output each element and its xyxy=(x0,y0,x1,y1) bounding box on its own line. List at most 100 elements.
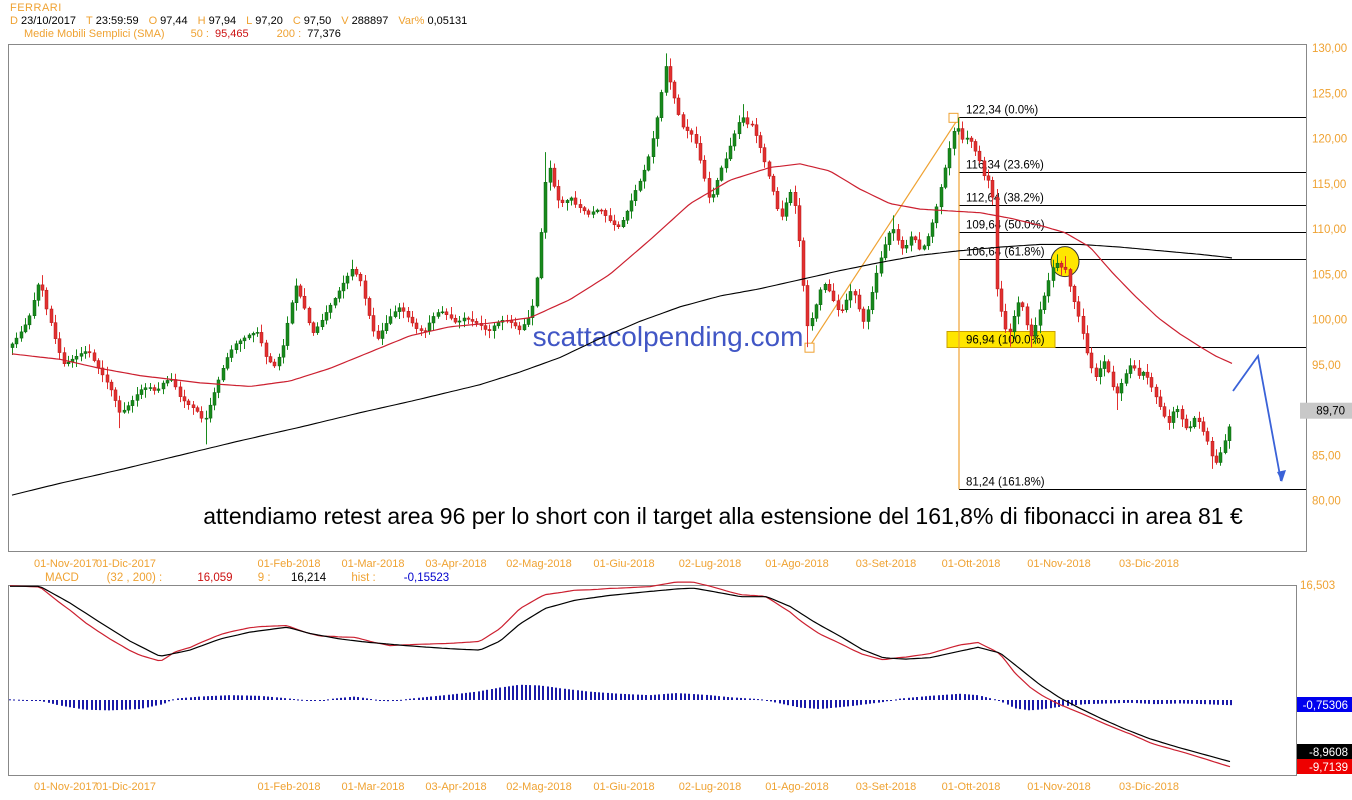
hist-bar xyxy=(168,700,170,702)
candle-body xyxy=(440,311,445,314)
hist-bar xyxy=(1183,700,1185,704)
hist-bar xyxy=(577,690,579,700)
hist-bar xyxy=(35,700,37,701)
date-tick-label: 01-Nov-2018 xyxy=(1027,781,1091,793)
fib-tool-lines[interactable] xyxy=(804,112,960,490)
hist-bar xyxy=(439,695,441,700)
candle-body xyxy=(827,284,832,292)
candle-body xyxy=(651,138,656,157)
hist-bar xyxy=(736,697,738,700)
hist-bar xyxy=(628,694,630,700)
candlestick-series[interactable] xyxy=(10,53,1232,469)
candle-body xyxy=(397,307,402,312)
hist-bar xyxy=(375,699,377,701)
candle-body xyxy=(333,298,338,306)
hist-bar xyxy=(774,700,776,703)
hist-bar xyxy=(1105,700,1107,704)
hist-bar xyxy=(228,695,230,700)
ohlc-token: Var% 0,05131 xyxy=(398,15,468,27)
ohlc-token: T 23:59:59 xyxy=(86,15,139,27)
hist-bar xyxy=(301,699,303,701)
hist-bar xyxy=(830,700,832,708)
candle-body xyxy=(444,311,449,315)
candle-body xyxy=(384,323,389,331)
date-tick-label: 01-Ott-2018 xyxy=(942,781,1001,793)
date-tick-label: 01-Dic-2017 xyxy=(96,781,156,793)
hist-bar xyxy=(211,695,213,700)
hist-bar xyxy=(740,697,742,700)
hist-bar xyxy=(1123,700,1125,703)
candle-body xyxy=(728,145,733,160)
hist-bar xyxy=(357,697,359,700)
hist-bar xyxy=(1230,700,1232,706)
hist-bar xyxy=(310,700,312,701)
candle-body xyxy=(401,307,406,312)
candle-body xyxy=(775,191,780,210)
svg-text:hist :: hist : xyxy=(351,572,375,584)
hist-bar xyxy=(91,700,93,710)
hist-bar xyxy=(632,694,634,700)
date-tick-label: 01-Feb-2018 xyxy=(258,558,321,570)
candle-body xyxy=(449,314,454,319)
svg-text:MACD: MACD xyxy=(45,572,79,584)
hist-bar xyxy=(968,694,970,700)
hist-bar xyxy=(1084,700,1086,705)
candle-body xyxy=(376,330,381,339)
hist-bar xyxy=(362,697,364,700)
candle-body xyxy=(1081,315,1086,334)
candle-body xyxy=(724,158,729,169)
date-tick-label: 02-Lug-2018 xyxy=(679,781,741,793)
hist-bar xyxy=(602,692,604,700)
svg-text:16,503: 16,503 xyxy=(1300,580,1335,592)
candle-body xyxy=(431,316,436,324)
candle-body xyxy=(367,298,372,316)
price-axis[interactable]: 130,00 125,00 120,00 115,00 110,00 105,00 100,… xyxy=(1312,43,1347,508)
hist-bar xyxy=(491,689,493,700)
candle-body xyxy=(1154,386,1159,398)
hist-bar xyxy=(250,695,252,700)
hist-bar xyxy=(1093,700,1095,704)
hist-bar xyxy=(512,685,514,700)
macd-lines[interactable] xyxy=(9,581,1231,768)
sma-lines[interactable] xyxy=(11,163,1233,496)
date-tick-label: 03-Dic-2018 xyxy=(1119,558,1179,570)
hist-bar xyxy=(1080,700,1082,705)
price-tick-label: 125,00 xyxy=(1312,88,1347,100)
price-tick-label: 100,00 xyxy=(1312,315,1347,327)
hist-bar xyxy=(856,700,858,706)
hist-bar xyxy=(151,700,153,707)
candle-body xyxy=(771,175,776,192)
hist-bar xyxy=(263,696,265,700)
candle-body xyxy=(345,275,350,284)
hist-bar xyxy=(594,692,596,700)
svg-text:16,214: 16,214 xyxy=(291,572,327,584)
candle-body xyxy=(105,374,110,383)
candle-body xyxy=(1020,302,1025,308)
candle-body xyxy=(474,321,479,324)
candle-body xyxy=(887,232,892,245)
candle-body xyxy=(221,368,226,381)
macd-histogram[interactable] xyxy=(9,684,1232,711)
hist-bar xyxy=(749,698,751,700)
candle-body xyxy=(1192,417,1197,427)
forecast-arrow[interactable] xyxy=(1232,353,1286,482)
hist-bar xyxy=(817,700,819,709)
macd-signal-line xyxy=(9,581,1231,768)
candle-body xyxy=(36,284,41,301)
hist-bar xyxy=(912,697,914,700)
hist-bar xyxy=(73,700,75,708)
hist-bar xyxy=(452,694,454,700)
hist-bar xyxy=(142,700,144,709)
svg-text:9 :: 9 : xyxy=(258,572,271,584)
hist-bar xyxy=(684,693,686,700)
hist-bar xyxy=(903,698,905,700)
candle-body xyxy=(117,400,122,413)
hist-bar xyxy=(134,700,136,710)
hist-bar xyxy=(534,685,536,700)
candle-body xyxy=(423,330,428,332)
candle-body xyxy=(1063,266,1068,270)
sma-legend-label: Medie Mobili Semplici (SMA) xyxy=(24,28,165,40)
